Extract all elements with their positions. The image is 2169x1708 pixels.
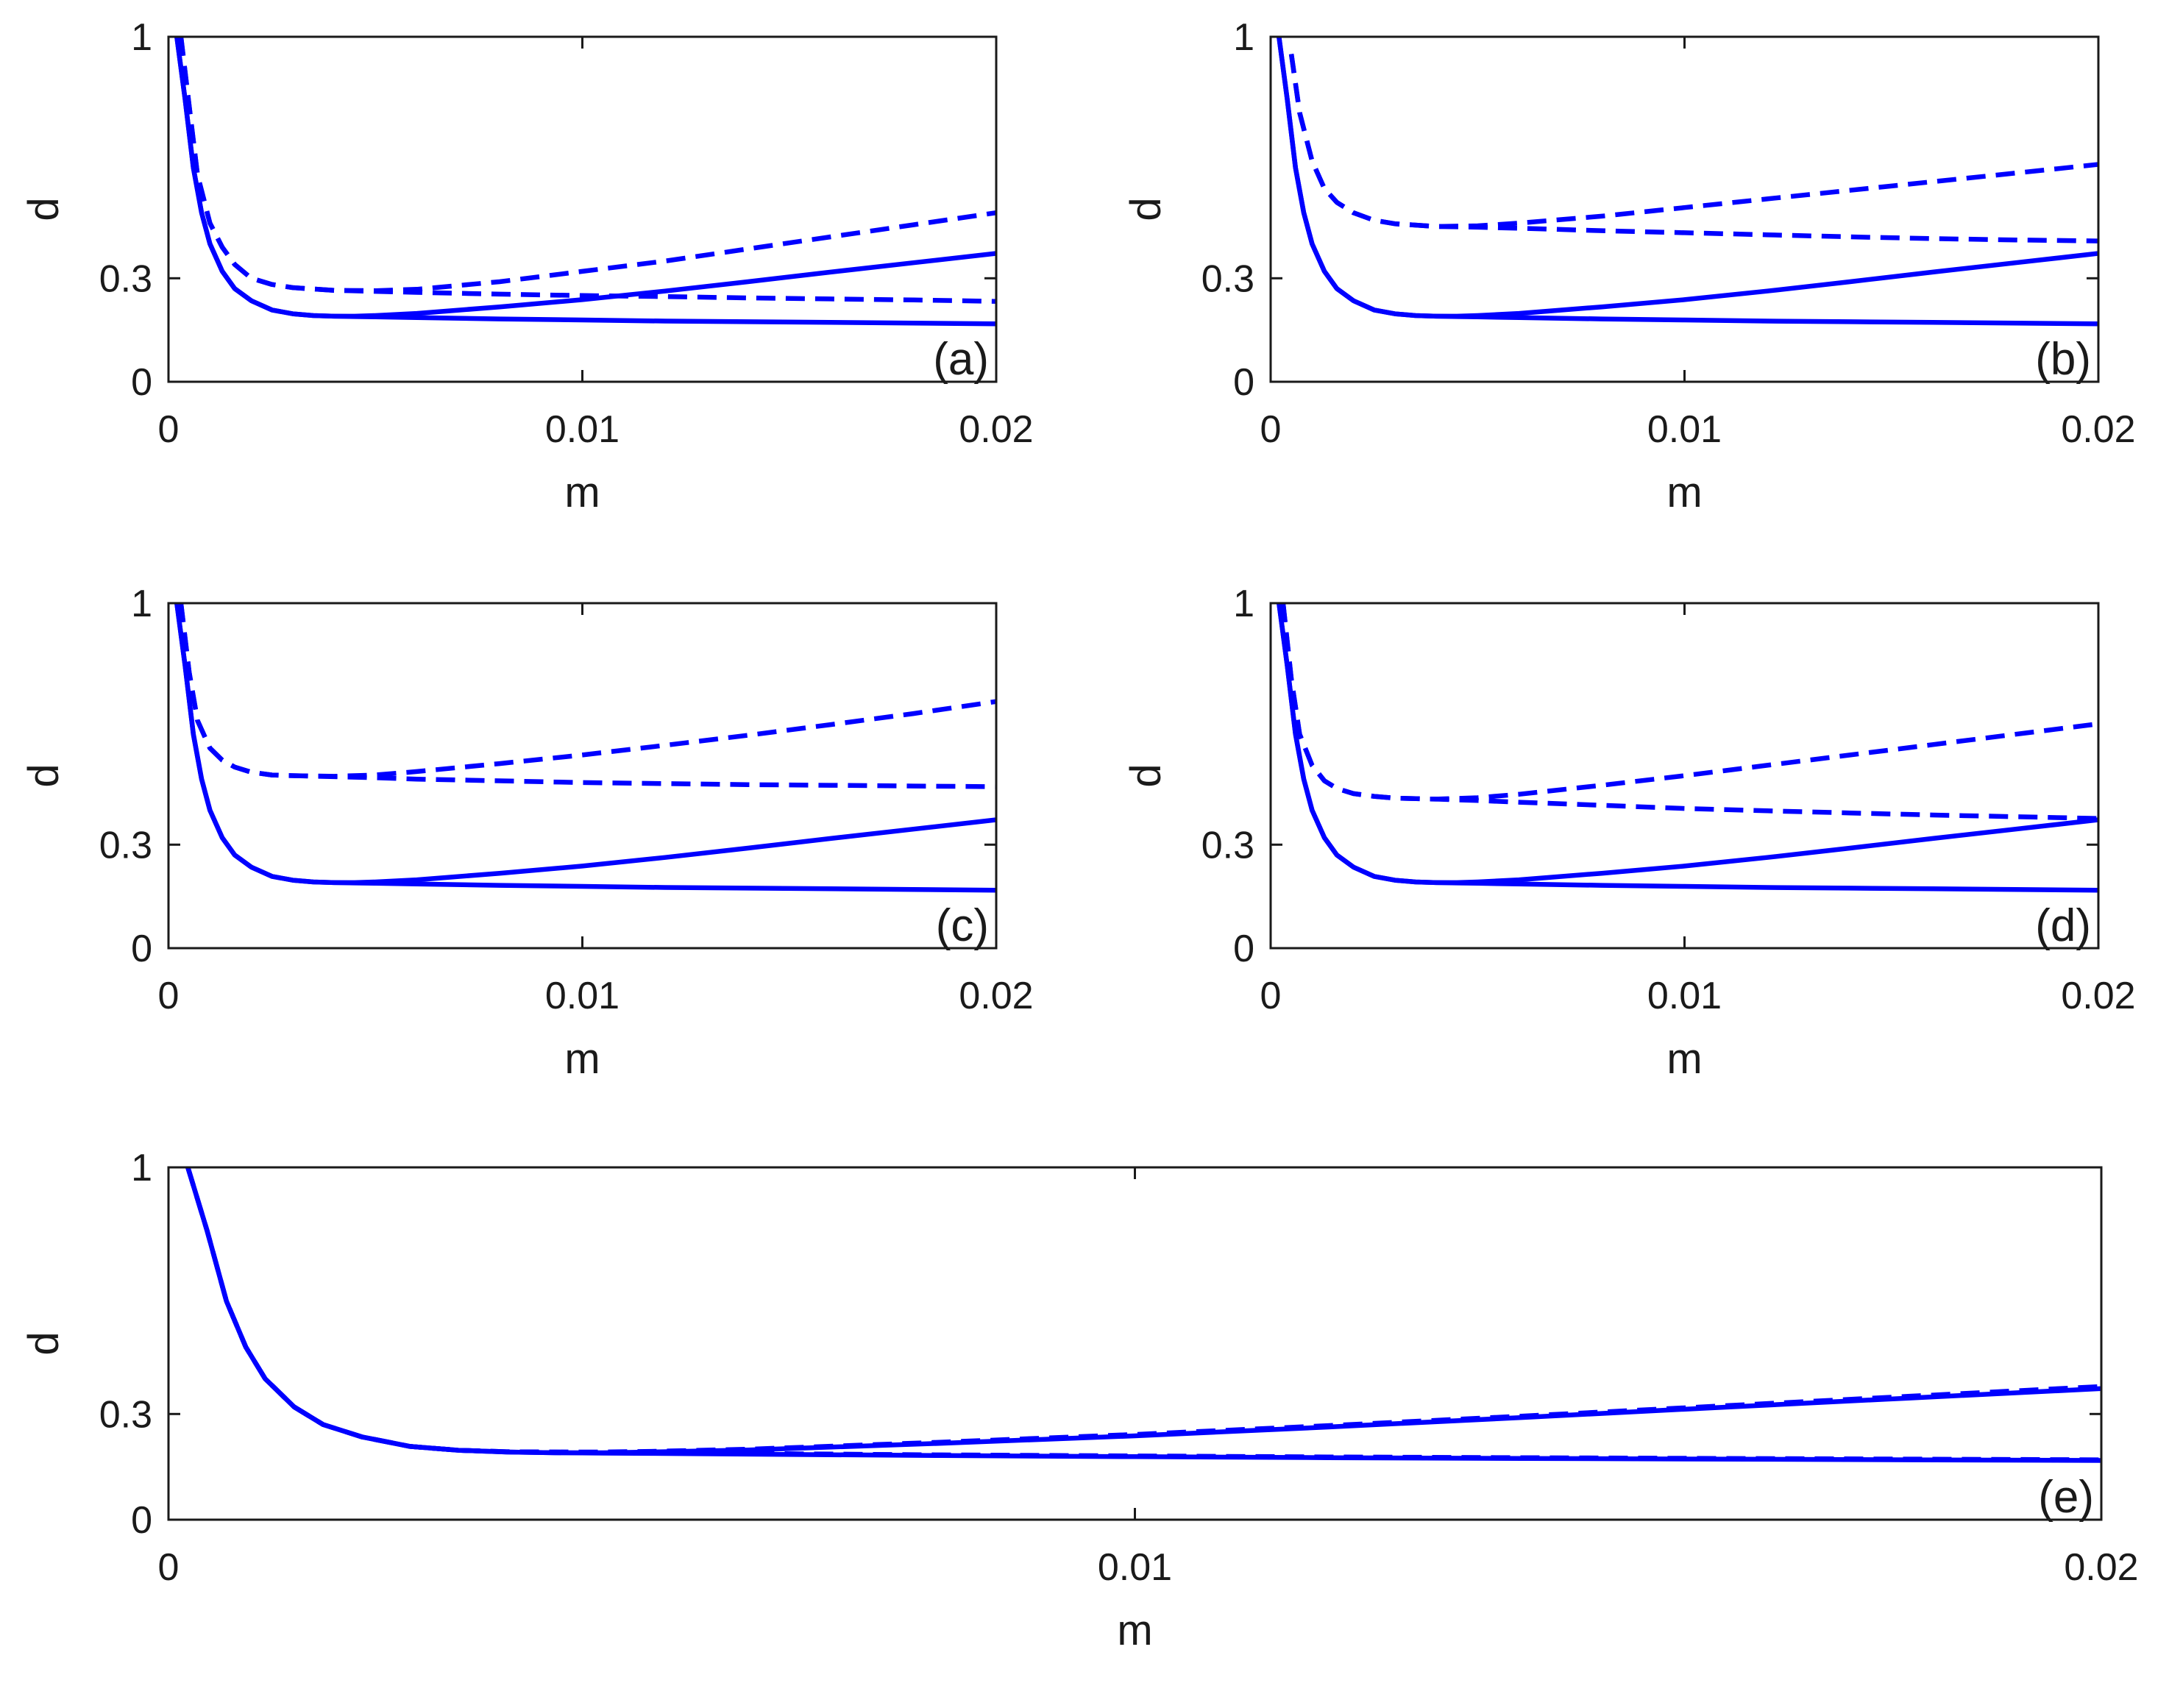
series-line-dashed-upper (178, 37, 996, 293)
y-tick-label: 0.3 (99, 1393, 152, 1436)
panel-label: (b) (2035, 334, 2091, 385)
series-group (185, 1167, 2101, 1463)
panel-label: (a) (933, 334, 989, 385)
series-line-dashed-lower (1288, 54, 2098, 243)
x-tick-label: 0 (1260, 408, 1282, 451)
y-axis-label: d (1122, 197, 1170, 221)
y-tick-label: 0 (1233, 361, 1254, 404)
x-tick-label: 0.02 (2061, 975, 2135, 1017)
series-line-solid-lower (174, 37, 996, 327)
series-line-solid-lower (174, 603, 996, 893)
x-tick-label: 0.01 (1647, 408, 1722, 451)
y-axis-label: d (20, 1331, 68, 1355)
x-tick-label: 0.01 (1647, 975, 1722, 1017)
series-line-solid-upper (1277, 603, 2098, 886)
panel-label: (c) (936, 900, 989, 951)
x-tick-label: 0.02 (959, 408, 1033, 451)
axes-frame (1269, 602, 2100, 950)
panel-b: 0 0.01 0.02 0 0.3 1 m d (b) (1122, 16, 2136, 516)
x-tick-label: 0.02 (2064, 1546, 2138, 1589)
y-tick-label: 1 (1233, 583, 1254, 625)
y-tick-label: 1 (131, 583, 152, 625)
panel-label: (d) (2035, 900, 2091, 951)
axes-frame (167, 35, 998, 383)
series-group (174, 37, 996, 327)
x-axis-label: m (564, 469, 600, 516)
y-tick-label: 0 (1233, 928, 1254, 970)
series-line-dashed-lower (1280, 603, 2098, 821)
series-line-dashed-upper (178, 603, 996, 779)
x-tick-label: 0.02 (959, 975, 1033, 1017)
x-tick-label: 0.01 (1098, 1546, 1172, 1589)
panel-e: 0 0.01 0.02 0 0.3 1 m d (e) (20, 1147, 2139, 1654)
y-tick-label: 1 (1233, 16, 1254, 59)
series-group (1277, 37, 2098, 327)
y-axis-label: d (20, 197, 68, 221)
y-tick-label: 1 (131, 16, 152, 59)
x-tick-label: 0 (158, 975, 180, 1017)
y-tick-label: 0.3 (99, 257, 152, 300)
series-line-solid-upper (185, 1167, 2101, 1456)
x-axis-label: m (564, 1035, 600, 1083)
panel-d: 0 0.01 0.02 0 0.3 1 m d (d) (1122, 583, 2136, 1083)
series-line-dashed-upper (1280, 603, 2098, 802)
series-group (1277, 603, 2098, 893)
y-axis-label: d (20, 764, 68, 787)
panel-label: (e) (2038, 1472, 2094, 1523)
series-line-dashed-upper (1288, 54, 2098, 229)
y-tick-label: 1 (131, 1147, 152, 1189)
x-tick-label: 0.01 (545, 975, 620, 1017)
y-tick-label: 0 (131, 928, 152, 970)
x-tick-label: 0.01 (545, 408, 620, 451)
series-line-dashed-lower (185, 1167, 2101, 1462)
series-group (174, 603, 996, 893)
y-tick-label: 0.3 (99, 824, 152, 867)
series-line-dashed-upper (185, 1167, 2101, 1455)
panel-c: 0 0.01 0.02 0 0.3 1 m d (c) (20, 583, 1034, 1083)
y-tick-label: 0.3 (1201, 824, 1254, 867)
series-line-solid-lower (1277, 37, 2098, 327)
panel-a: 0 0.01 0.02 0 0.3 1 m d (a) (20, 16, 1034, 516)
x-tick-label: 0.02 (2061, 408, 2135, 451)
y-tick-label: 0 (131, 1499, 152, 1542)
series-line-dashed-lower (178, 37, 996, 304)
x-axis-label: m (1666, 1035, 1702, 1083)
series-line-solid-upper (174, 37, 996, 319)
series-line-solid-lower (1277, 603, 2098, 893)
x-tick-label: 0 (1260, 975, 1282, 1017)
axes-frame (167, 1166, 2103, 1521)
x-tick-label: 0 (158, 408, 180, 451)
y-tick-label: 0 (131, 361, 152, 404)
series-line-dashed-lower (178, 603, 996, 789)
x-axis-label: m (1117, 1606, 1152, 1654)
y-tick-label: 0.3 (1201, 257, 1254, 300)
series-line-solid-lower (185, 1167, 2101, 1463)
series-line-solid-upper (174, 603, 996, 886)
y-axis-label: d (1122, 764, 1170, 787)
x-tick-label: 0 (158, 1546, 180, 1589)
x-axis-label: m (1666, 469, 1702, 516)
